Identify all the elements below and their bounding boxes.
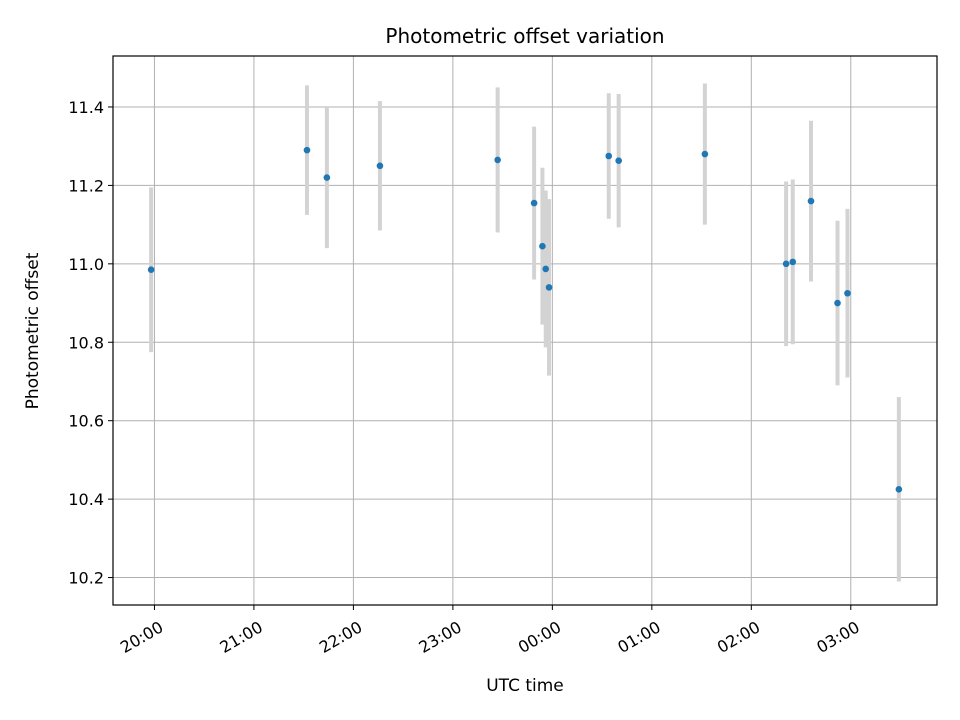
data-point — [789, 258, 797, 266]
data-point — [494, 156, 501, 164]
data-point — [807, 197, 815, 205]
y-tick-label: 10.6 — [68, 412, 104, 431]
chart-title: Photometric offset variation — [385, 24, 664, 48]
data-point — [895, 486, 903, 493]
y-tick-label: 11.4 — [68, 98, 104, 117]
data-point — [539, 242, 546, 250]
data-point — [376, 162, 384, 170]
data-point — [605, 152, 613, 160]
data-point — [782, 260, 790, 268]
data-point — [542, 265, 550, 273]
y-axis-label: Photometric offset — [23, 252, 43, 409]
y-tick-label: 10.2 — [68, 569, 104, 588]
y-axis-ticks: 10.2 10.4 10.6 10.8 11.0 11.2 11.4 — [68, 98, 113, 588]
data-point — [323, 174, 331, 181]
y-tick-label: 10.8 — [68, 333, 104, 352]
data-point — [147, 266, 155, 274]
y-tick-label: 10.4 — [68, 490, 104, 509]
y-tick-label: 11.0 — [68, 255, 104, 274]
plot-area-frame — [112, 55, 938, 606]
x-axis-label: UTC time — [486, 676, 564, 696]
data-point — [530, 199, 538, 207]
data-point — [844, 289, 851, 297]
data-points — [147, 146, 903, 493]
data-point — [545, 284, 553, 291]
y-tick-label: 11.2 — [68, 176, 104, 195]
data-point — [615, 157, 622, 165]
grid — [113, 56, 937, 605]
data-point — [701, 150, 709, 158]
data-point — [303, 146, 311, 154]
data-point — [834, 299, 841, 307]
